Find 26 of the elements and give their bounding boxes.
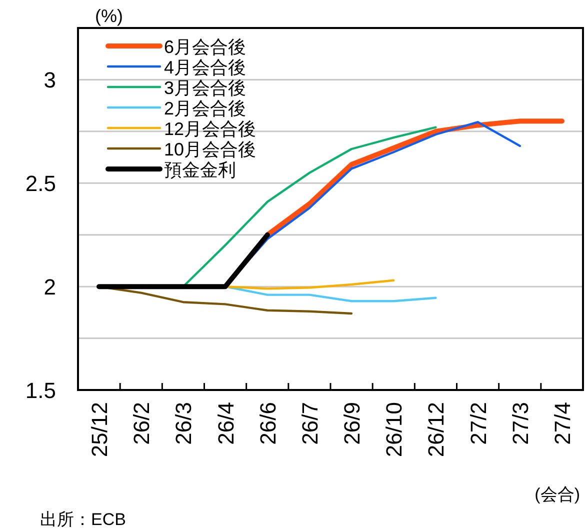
legend-label: 6月会合後 — [164, 37, 246, 57]
x-tick-label: 26/3 — [171, 402, 196, 445]
x-tick-label: 27/2 — [466, 402, 491, 445]
x-tick-label: 26/12 — [424, 402, 449, 458]
y-tick-label: 2.5 — [25, 171, 56, 196]
legend-label: 12月会合後 — [164, 119, 256, 139]
text: 出所：ECB — [40, 510, 126, 529]
x-tick-label: 26/6 — [255, 402, 280, 445]
x-tick-label: 26/9 — [340, 402, 365, 445]
y-tick-label: 2 — [44, 274, 56, 300]
y-tick-label: 3 — [44, 68, 56, 93]
legend-label: 3月会合後 — [164, 78, 246, 98]
x-tick-label: 26/10 — [382, 402, 407, 458]
y-tick-label: 1.5 — [25, 378, 56, 403]
x-axis-title: (会合) — [534, 485, 580, 504]
legend-label: 預金金利 — [164, 160, 236, 180]
x-tick-label: 26/7 — [297, 402, 322, 445]
x-tick-label: 26/2 — [129, 402, 154, 445]
legend-label: 2月会合後 — [164, 98, 246, 118]
legend-label: 10月会合後 — [164, 140, 256, 160]
x-tick-label: 27/4 — [550, 402, 575, 445]
x-tick-label: 27/3 — [508, 402, 533, 445]
y-axis-title: (%) — [95, 6, 123, 26]
x-tick-label: 26/4 — [213, 402, 238, 445]
x-tick-label: 25/12 — [87, 402, 112, 458]
legend-label: 4月会合後 — [164, 58, 246, 78]
